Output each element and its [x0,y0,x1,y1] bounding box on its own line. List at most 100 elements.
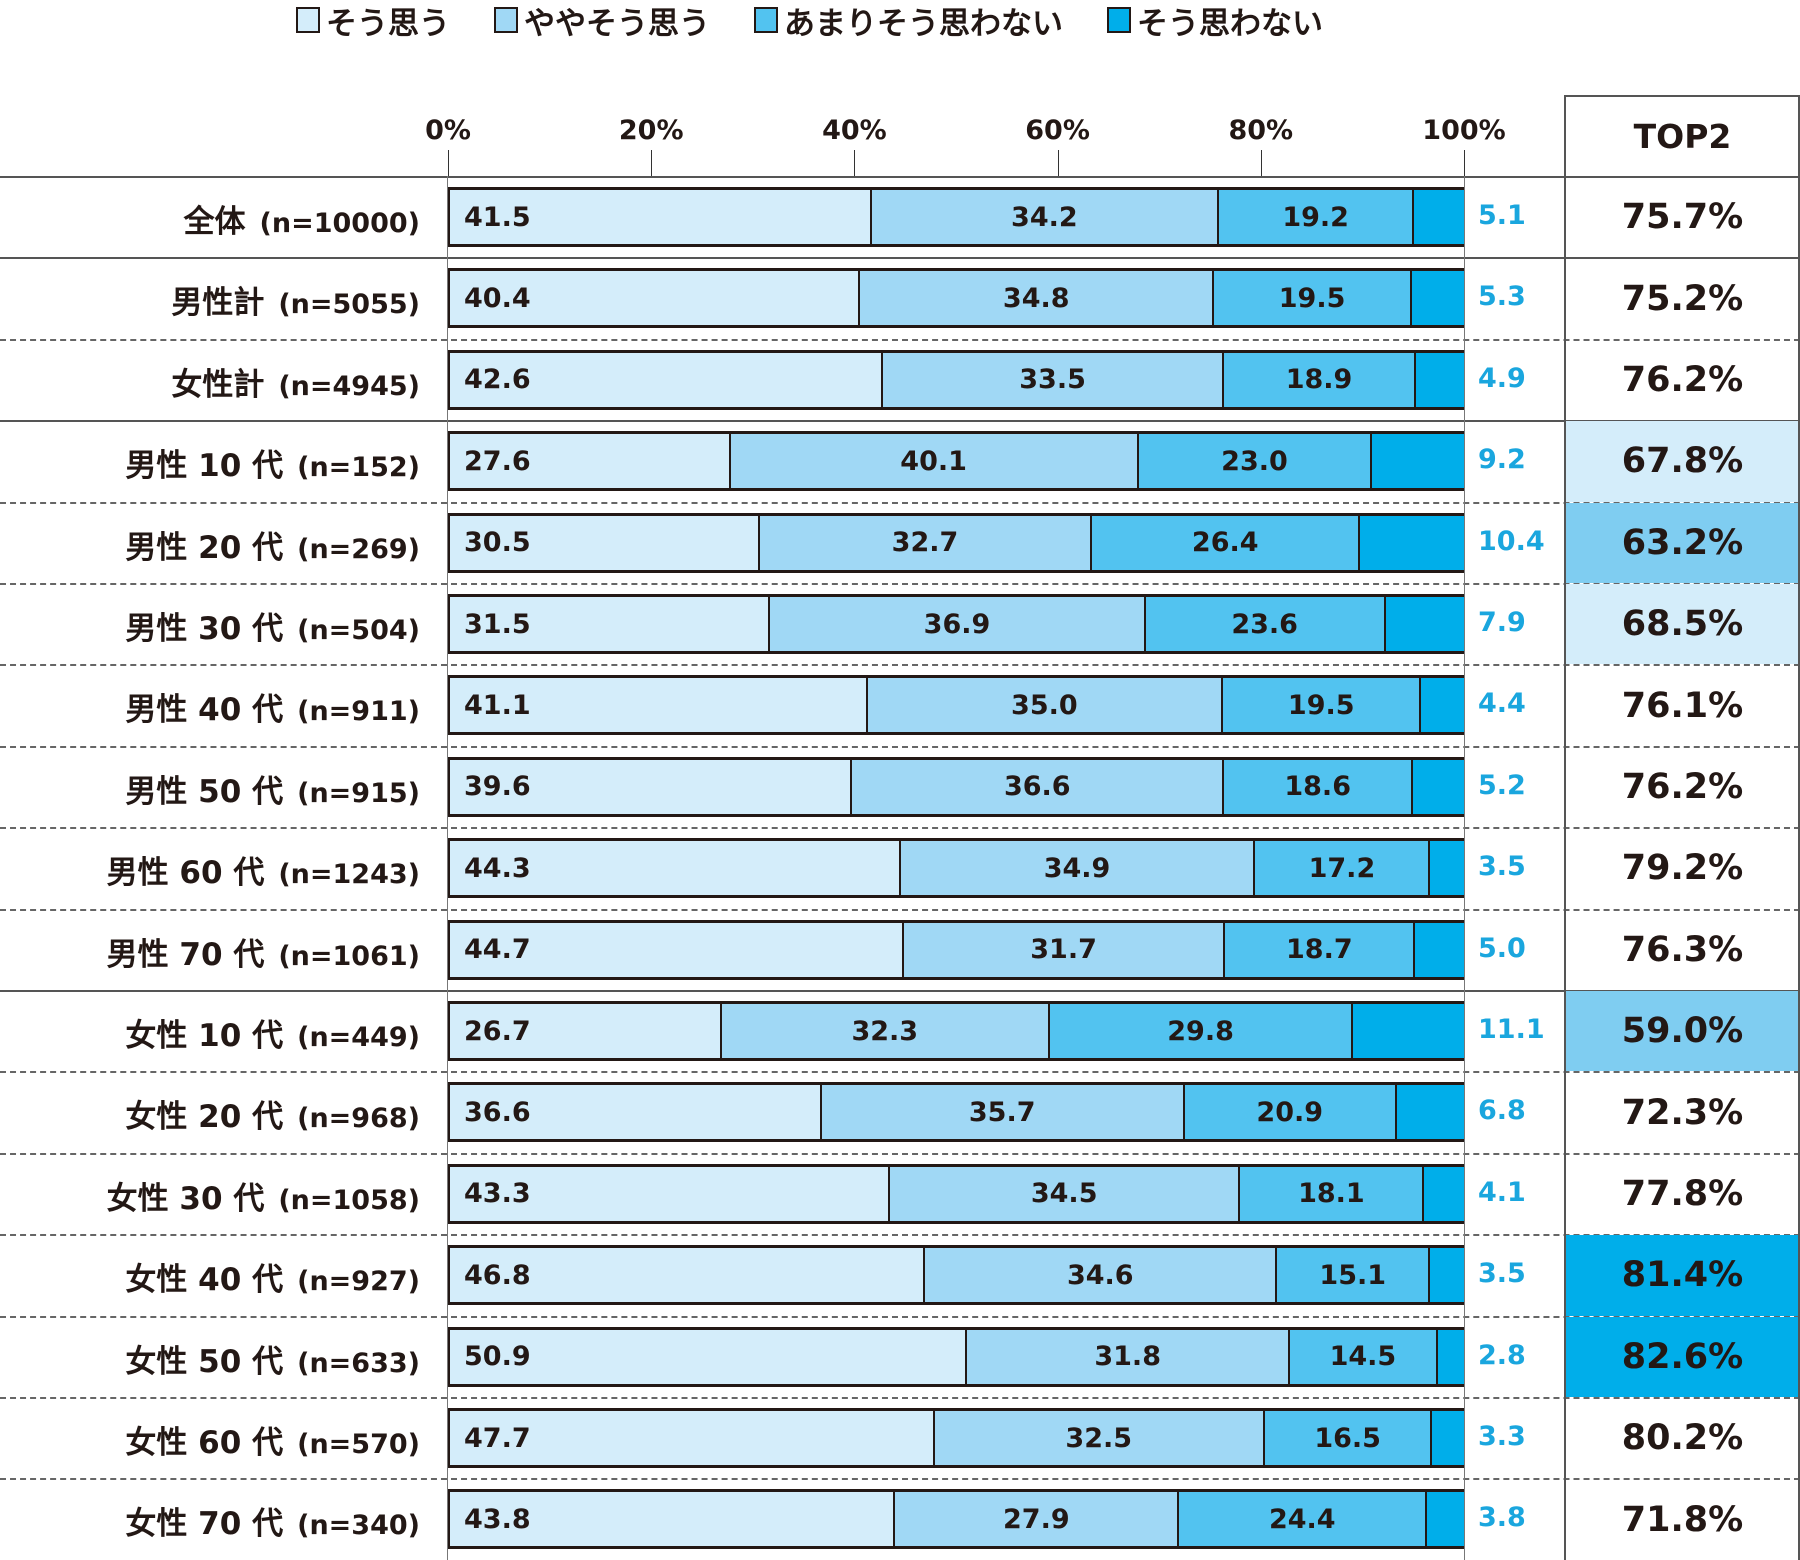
bar-value-label: 41.1 [464,689,531,721]
bar-value-label-4: 7.9 [1478,607,1526,638]
row-divider [0,1152,1800,1155]
bar-segment-1: 46.8 [448,1245,924,1306]
bar-segment-1: 44.7 [448,919,902,980]
bar-segment-1: 36.6 [448,1082,820,1143]
bar-value-label: 24.4 [1268,1503,1336,1535]
bar-value-label-4: 5.0 [1478,932,1526,964]
bar-segment-2: 36.6 [850,756,1223,817]
bar-segment-4 [1370,431,1464,492]
row-label: 女性 60 代 (n=570) [0,1417,420,1462]
row-group-label: 男性 20 代 [125,529,284,566]
legend-label: あまりそう思わない [784,5,1063,42]
bar-value-label-4: 11.1 [1478,1014,1545,1045]
bar-value-label: 39.6 [464,771,531,803]
bar-value-label-4: 3.5 [1478,851,1526,883]
top2-right-border [1798,95,1800,1560]
top2-value: 75.2% [1621,278,1744,319]
bar-segment-4 [1414,349,1464,410]
bar-segment-2: 36.9 [768,594,1144,654]
row-label: 男性 60 代 (n=1243) [0,847,420,892]
bar-segment-3: 18.6 [1222,756,1412,817]
row-sample-size: (n=5055) [278,289,420,321]
bar-segment-4 [1430,1408,1464,1468]
bar-value-label: 16.5 [1314,1422,1381,1454]
legend-label: ややそう思う [524,5,710,42]
top2-header-border [1564,95,1800,97]
row-label: 女性 50 代 (n=633) [0,1336,420,1381]
row-group-label: 全体 [183,204,246,240]
bar-value-label: 50.9 [464,1341,531,1373]
bar-segment-4 [1383,594,1464,654]
top2-value: 81.4% [1565,1235,1800,1316]
row-label: 全体 (n=10000) [0,196,420,241]
header-line [0,176,1800,178]
bar-value-label-4: 4.4 [1478,688,1526,720]
legend-label: そう思わない [1137,5,1323,42]
bar-segment-2: 31.8 [965,1326,1289,1387]
x-tick-label: 100% [1422,115,1506,146]
bar-value-label: 23.6 [1231,608,1298,640]
bar-segment-1: 26.7 [448,1001,720,1061]
bar-segment-2: 40.1 [728,431,1137,492]
bar-segment-2: 34.2 [869,187,1218,247]
x-tick-label: 0% [425,115,471,146]
top2-value: 79.2% [1621,848,1744,889]
bar-value-label: 27.6 [464,445,531,477]
row-sample-size: (n=968) [297,1103,420,1135]
bar-segment-3: 19.5 [1212,268,1411,329]
bar-value-label: 35.0 [1011,689,1078,721]
bar-segment-4 [1428,838,1464,899]
row-group-label: 女性 30 代 [106,1180,265,1217]
bar-value-label: 19.5 [1287,689,1355,721]
row-label: 女性 10 代 (n=449) [0,1010,420,1055]
row-group-label: 男性 70 代 [106,936,265,973]
bar-value-label: 18.9 [1285,364,1353,396]
bar-segment-4 [1412,187,1464,247]
bar-segment-3: 16.5 [1262,1408,1431,1468]
row-sample-size: (n=1243) [278,859,420,891]
bar-segment-1: 43.8 [448,1489,894,1550]
legend-item: そう思う [296,0,450,43]
row-divider [0,827,1800,830]
bar-segment-3: 18.7 [1223,919,1414,980]
row-group-label: 女性 60 代 [125,1425,284,1461]
bar-value-label: 40.4 [464,282,531,314]
bar-segment-1: 41.5 [448,187,870,247]
bar-value-label-4: 3.5 [1478,1258,1526,1290]
bar-segment-4 [1425,1489,1464,1550]
bar-value-label: 18.7 [1286,934,1353,966]
row-sample-size: (n=340) [297,1510,420,1542]
bar-value-label: 46.8 [464,1259,531,1291]
top2-value: 76.2% [1621,766,1744,807]
bar-segment-1: 43.3 [448,1163,888,1224]
bar-segment-4 [1413,919,1464,980]
bar-segment-2: 32.3 [719,1001,1049,1061]
bar-value-label: 31.8 [1094,1341,1161,1373]
row-group-label: 女性 10 代 [125,1018,284,1054]
x-tick [1260,150,1262,176]
bar-value-label: 34.8 [1002,282,1070,314]
bar-segment-1: 42.6 [448,349,882,410]
bar-segment-3: 26.4 [1090,512,1359,573]
bar-segment-2: 32.7 [757,512,1091,573]
row-divider [0,420,1800,423]
top2-header: TOP2 [1633,117,1732,156]
bar-segment-3: 23.0 [1136,431,1371,492]
row-label: 女性計 (n=4945) [0,359,420,404]
bar-segment-1: 31.5 [448,594,769,654]
row-group-label: 男性 30 代 [125,611,284,647]
row-group-label: 女性 50 代 [125,1343,284,1380]
x-tick [1057,150,1059,176]
row-group-label: 男性 40 代 [125,692,284,729]
bar-value-label: 26.4 [1191,527,1259,559]
bar-value-label-4: 4.1 [1478,1176,1526,1208]
row-sample-size: (n=4945) [278,370,420,402]
bar-value-label: 43.3 [464,1178,531,1210]
bar-value-label: 33.5 [1019,364,1086,396]
bar-segment-4 [1394,1082,1464,1143]
legend-label: そう思う [326,5,450,42]
top2-value: 77.8% [1621,1173,1744,1214]
row-group-label: 男性 10 代 [125,448,284,485]
bar-value-label: 18.6 [1284,771,1351,803]
top2-value: 59.0% [1565,991,1800,1072]
